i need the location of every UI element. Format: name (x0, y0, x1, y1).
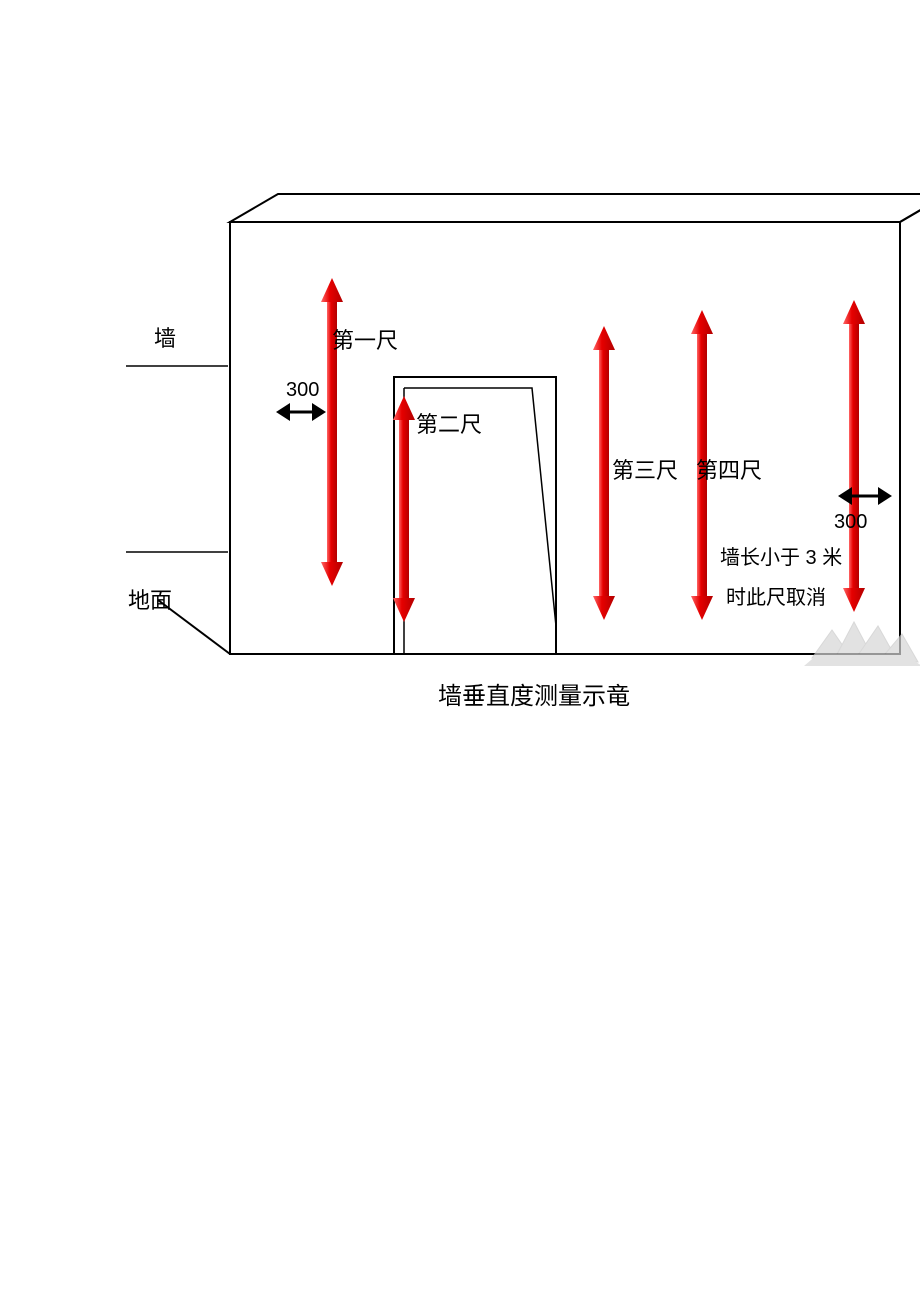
ruler-arrow-3-head-bottom (593, 596, 615, 620)
wall-top-right-edge (900, 194, 920, 222)
dim-arrow-0-head-r (312, 403, 326, 421)
ruler-arrow-5-head-top (843, 300, 865, 324)
diagram-caption: 墙垂直度测量示竜 (438, 676, 630, 711)
ruler-arrow-2-head-bottom (393, 598, 415, 622)
ruler-arrow-1-head-bottom (321, 562, 343, 586)
ruler-label-2: 第二尺 (416, 412, 482, 437)
ruler-label-1: 第一尺 (332, 328, 398, 353)
dim-arrow-0 (276, 403, 326, 421)
ruler-arrow-2-head-top (393, 396, 415, 420)
note-0: 墙长小于 3 米 (720, 546, 842, 569)
label-ground: 地面 (128, 588, 172, 613)
ruler-arrow-3-shaft (599, 350, 609, 596)
ruler-arrow-5 (843, 300, 865, 612)
watermark-icon (804, 622, 920, 666)
wall-top-face (230, 194, 920, 222)
dim-text-0: 300 (286, 379, 319, 401)
label-wall: 墙 (154, 326, 176, 351)
ruler-arrow-1 (321, 278, 343, 586)
dim-text-1: 300 (834, 511, 867, 533)
ruler-arrow-5-shaft (849, 324, 859, 588)
ruler-arrow-5-head-bottom (843, 588, 865, 612)
dim-arrow-1-head-r (878, 487, 892, 505)
ruler-arrow-4-head-bottom (691, 596, 713, 620)
dim-arrow-1 (838, 487, 892, 505)
ruler-label-3: 第三尺 (612, 458, 678, 483)
dim-arrow-1-head-l (838, 487, 852, 505)
ruler-label-4: 第四尺 (696, 458, 762, 483)
dim-arrow-0-head-l (276, 403, 290, 421)
ruler-arrow-3-head-top (593, 326, 615, 350)
ruler-arrow-2 (393, 396, 415, 622)
diagram-svg: 墙地面 第一尺第二尺第三尺第四尺 300 300 墙长小于 3 米时此尺取消 (0, 0, 920, 1302)
ruler-arrow-4-head-top (691, 310, 713, 334)
ruler-arrow-1-head-top (321, 278, 343, 302)
diagram-container: 墙地面 第一尺第二尺第三尺第四尺 300 300 墙长小于 3 米时此尺取消 (0, 0, 920, 1302)
watermark-base (804, 654, 920, 666)
ruler-arrow-2-shaft (399, 420, 409, 598)
note-1: 时此尺取消 (726, 586, 826, 609)
